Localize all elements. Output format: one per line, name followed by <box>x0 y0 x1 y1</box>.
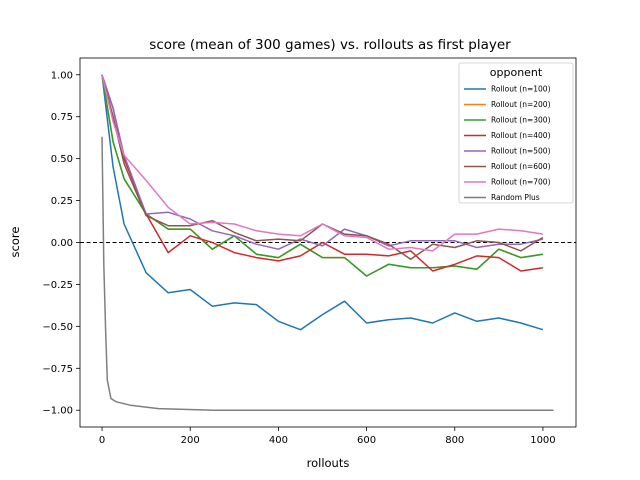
y-tick-label: 0.50 <box>51 154 73 165</box>
y-tick-label: 0.75 <box>51 112 73 123</box>
legend-label: Random Plus <box>491 193 540 202</box>
y-tick-label: 0.25 <box>51 196 73 207</box>
legend-box <box>458 62 574 204</box>
x-tick-label: 600 <box>357 435 376 446</box>
y-tick-label: −0.25 <box>42 280 73 291</box>
y-tick-label: 1.00 <box>51 70 73 81</box>
legend-title: opponent <box>490 66 543 79</box>
x-tick-label: 400 <box>269 435 288 446</box>
x-tick-label: 1000 <box>530 435 555 446</box>
x-tick-label: 0 <box>99 435 105 446</box>
series-line-1 <box>101 74 544 331</box>
legend-label: Rollout (n=400) <box>491 131 551 140</box>
legend-label: Rollout (n=500) <box>491 147 551 156</box>
y-tick-label: −0.75 <box>42 364 73 375</box>
y-tick-label: −1.00 <box>42 406 73 417</box>
legend-label: Rollout (n=600) <box>491 162 551 171</box>
legend-label: Rollout (n=300) <box>491 116 551 125</box>
x-axis-title: rollouts <box>307 456 350 470</box>
series-line-4 <box>101 74 544 272</box>
y-tick-label: 0.00 <box>51 238 73 249</box>
series-lines <box>101 74 554 411</box>
x-axis: 0 200 400 600 800 1000 <box>99 427 556 446</box>
y-tick-label: −0.50 <box>42 322 73 333</box>
series-line-7 <box>101 74 544 252</box>
legend: opponent Rollout (n=100)Rollout (n=200)R… <box>458 62 574 204</box>
legend-label: Rollout (n=200) <box>491 100 551 109</box>
x-tick-label: 200 <box>181 435 200 446</box>
legend-label: Rollout (n=100) <box>491 85 551 94</box>
series-line-8 <box>101 136 554 411</box>
series-line-6 <box>101 74 544 261</box>
legend-label: Rollout (n=700) <box>491 178 551 187</box>
y-axis-title: score <box>8 227 22 258</box>
chart-title: score (mean of 300 games) vs. rollouts a… <box>149 37 511 53</box>
legend-entries: Rollout (n=100) Rollout (n=200) Rollout (n… <box>464 85 551 202</box>
x-tick-label: 800 <box>445 435 464 446</box>
series-line-3 <box>101 74 544 277</box>
y-axis: −1.00 −0.75 −0.50 −0.25 0.00 0.25 0.50 0.75 1.00 <box>42 70 80 417</box>
